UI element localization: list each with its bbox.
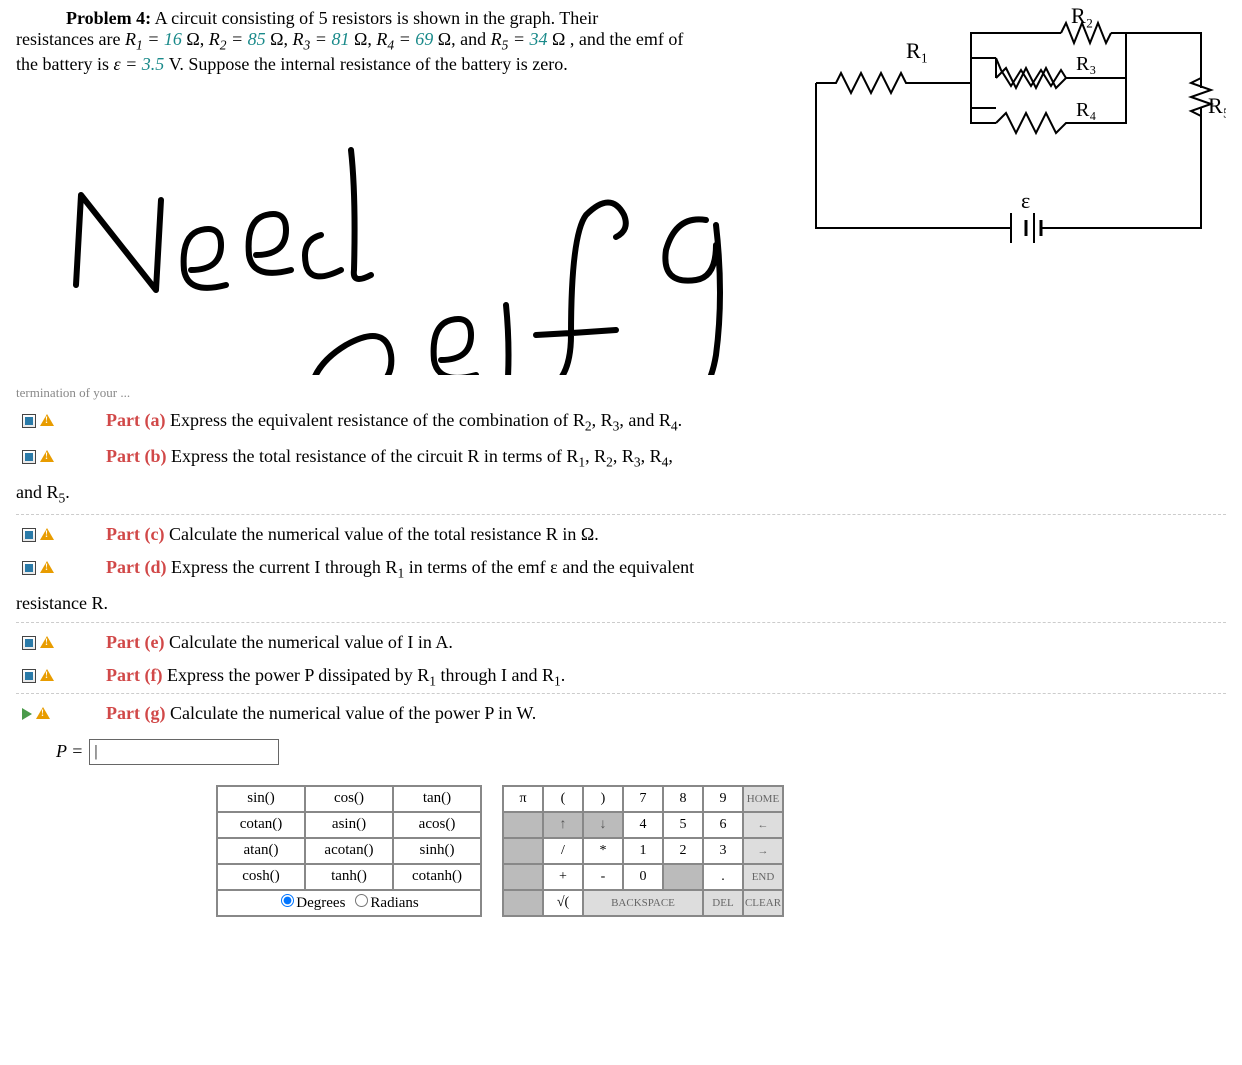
checkbox-icon[interactable] [22,450,36,464]
part-f-row: Part (f) Express the power P dissipated … [16,662,1226,694]
part-d-continuation: resistance R. [16,591,1226,623]
play-icon[interactable] [22,708,32,720]
key-←[interactable]: ← [743,812,783,838]
func-key[interactable]: cotanh() [393,864,481,890]
warning-icon [40,561,54,573]
key-9[interactable]: 9 [703,786,743,812]
checkbox-icon[interactable] [22,669,36,683]
key-4[interactable]: 4 [623,812,663,838]
key-/[interactable]: / [543,838,583,864]
part-d-row: Part (d) Express the current I through R… [16,554,1226,585]
handwriting-area [16,95,766,375]
key-6[interactable]: 6 [703,812,743,838]
circuit-label-r1: R₁ [906,38,928,63]
radians-radio[interactable]: Radians [353,894,418,912]
func-key[interactable]: acos() [393,812,481,838]
key-[interactable] [503,864,543,890]
part-g-row: Part (g) Calculate the numerical value o… [16,700,1226,727]
part-b-row: Part (b) Express the total resistance of… [16,443,1226,474]
key-5[interactable]: 5 [663,812,703,838]
func-key[interactable]: sin() [217,786,305,812]
key-clear[interactable]: CLEAR [743,890,783,916]
part-f-label: Part (f) [106,665,162,685]
key-1[interactable]: 1 [623,838,663,864]
key-3[interactable]: 3 [703,838,743,864]
func-key[interactable]: cos() [305,786,393,812]
func-key[interactable]: sinh() [393,838,481,864]
part-e-row: Part (e) Calculate the numerical value o… [16,629,1226,656]
part-c-row: Part (c) Calculate the numerical value o… [16,521,1226,548]
circuit-diagram: R₁ R₂ R₃ R₄ R₅ ε [806,8,1226,375]
key-HOME[interactable]: HOME [743,786,783,812]
circuit-label-r4: R₄ [1076,99,1096,121]
warning-icon [40,528,54,540]
warning-icon [36,707,50,719]
part-e-label: Part (e) [106,632,164,652]
key-.[interactable]: . [703,864,743,890]
func-key[interactable]: acotan() [305,838,393,864]
warning-icon [40,414,54,426]
warning-icon [40,669,54,681]
key-↑[interactable]: ↑ [543,812,583,838]
function-keypad: sin()cos()tan() cotan()asin()acos() atan()… [216,785,482,917]
key-↓[interactable]: ↓ [583,812,623,838]
degrees-radio[interactable]: Degrees [279,894,345,912]
warning-icon [40,636,54,648]
checkbox-icon[interactable] [22,636,36,650]
func-key[interactable]: atan() [217,838,305,864]
angle-mode: Degrees Radians [217,890,481,916]
circuit-label-r2: R₂ [1071,8,1093,28]
key-del[interactable]: DEL [703,890,743,916]
key-0[interactable]: 0 [623,864,663,890]
key-*[interactable]: * [583,838,623,864]
key-2[interactable]: 2 [663,838,703,864]
key-[interactable] [663,864,703,890]
numeric-keypad: π()789HOME ↑↓456← /*123→ +-0.END √(BACKSPACE… [502,785,784,917]
key-8[interactable]: 8 [663,786,703,812]
checkbox-icon[interactable] [22,414,36,428]
key-7[interactable]: 7 [623,786,663,812]
termination-text: termination of your ... [16,385,1226,401]
part-a-label: Part (a) [106,410,165,430]
circuit-label-emf: ε [1021,188,1030,213]
answer-label: P = [56,741,83,762]
checkbox-icon[interactable] [22,561,36,575]
part-c-label: Part (c) [106,524,164,544]
key-([interactable]: ( [543,786,583,812]
part-d-label: Part (d) [106,557,166,577]
key--[interactable]: - [583,864,623,890]
circuit-label-r5: R₅ [1208,93,1226,118]
key-→[interactable]: → [743,838,783,864]
keypad: sin()cos()tan() cotan()asin()acos() atan()… [216,785,1226,917]
part-a-row: Part (a) Express the equivalent resistan… [16,407,1226,438]
func-key[interactable]: cotan() [217,812,305,838]
problem-statement: Problem 4: A circuit consisting of 5 res… [16,8,766,75]
func-key[interactable]: asin() [305,812,393,838]
func-key[interactable]: tan() [393,786,481,812]
key-END[interactable]: END [743,864,783,890]
func-key[interactable]: cosh() [217,864,305,890]
key-sqrt[interactable]: √( [543,890,583,916]
key-[interactable] [503,812,543,838]
circuit-label-r3: R₃ [1076,53,1096,75]
warning-icon [40,450,54,462]
answer-row: P = [56,739,1226,765]
key-backspace[interactable]: BACKSPACE [583,890,703,916]
checkbox-icon[interactable] [22,528,36,542]
key-[interactable] [503,838,543,864]
part-g-label: Part (g) [106,703,165,723]
key-blank[interactable] [503,890,543,916]
problem-title: Problem 4: [66,8,151,28]
part-b-continuation: and R5. [16,480,1226,516]
answer-input[interactable] [89,739,279,765]
key-+[interactable]: + [543,864,583,890]
key-π[interactable]: π [503,786,543,812]
key-)[interactable]: ) [583,786,623,812]
part-b-label: Part (b) [106,446,166,466]
problem-intro: A circuit consisting of 5 resistors is s… [155,8,599,28]
func-key[interactable]: tanh() [305,864,393,890]
